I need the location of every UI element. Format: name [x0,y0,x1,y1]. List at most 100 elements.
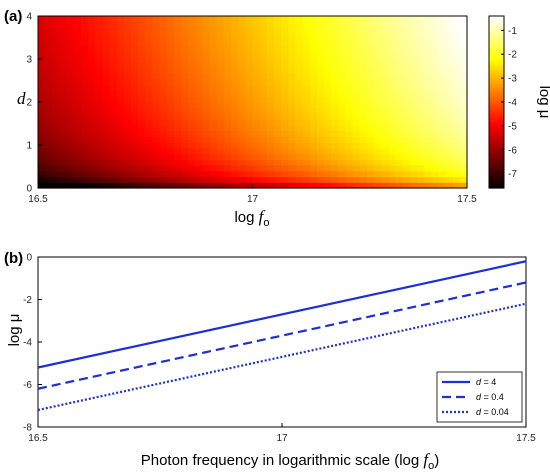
heatmap-cell [374,119,382,126]
heatmap-cell [416,73,425,80]
heatmap-cell [95,84,103,92]
heatmap-cell [45,84,53,92]
heatmap-cell [116,44,125,51]
colorbar-segment [489,177,504,180]
heatmap-cell [366,50,375,57]
heatmap-cell [202,182,211,189]
heatmap-cell [452,142,461,149]
heatmap-cell [145,27,153,34]
heatmap-cell [181,153,189,160]
heatmap-cell [281,90,289,97]
heatmap-cell [338,159,347,166]
heatmap-cell [345,50,354,57]
colorbar-segment [489,145,504,148]
heatmap-cell [116,119,125,126]
heatmap-cell [73,61,82,69]
heatmap-cell [138,176,146,183]
heatmap-cell [181,124,189,132]
heatmap-cell [452,107,461,115]
heatmap-cell [245,27,254,34]
heatmap-cell [252,73,261,80]
heatmap-cell [66,102,75,109]
heatmap-cell [252,90,261,97]
heatmap-cell [252,153,261,160]
heatmap-cell [273,107,282,115]
heatmap-cell [80,96,89,103]
heatmap-cell [209,102,218,109]
heatmap-cell [245,84,254,92]
heatmap-cell [302,142,311,149]
heatmap-cell [59,90,68,97]
heatmap-cell [195,96,204,103]
heatmap-cell [109,16,118,23]
heatmap-cell [381,113,389,120]
heatmap-cell [181,27,189,34]
heatmap-cell [374,38,382,46]
heatmap-cell [159,159,168,166]
colorbar [489,16,504,189]
heatmap-cell [309,73,318,80]
heatmap-cell [223,165,232,172]
colorbar-segment [489,125,504,129]
heatmap-cell [302,170,311,178]
heatmap-cell [452,113,461,120]
heatmap-cell [374,102,382,109]
heatmap-cell [252,96,261,103]
heatmap-cell [231,33,239,40]
heatmap-cell [59,102,68,109]
heatmap-cell [331,90,339,97]
heatmap-cell [159,182,168,189]
heatmap-cell [130,38,139,46]
heatmap-cell [88,84,96,92]
heatmap-cell [273,102,282,109]
heatmap-cell [338,96,347,103]
heatmap-cell [438,170,447,178]
heatmap-cell [424,153,432,160]
heatmap-cell [324,182,332,189]
heatmap-cell [202,90,211,97]
heatmap-cell [359,50,368,57]
heatmap-cell [88,136,96,143]
heatmap-cell [188,159,196,166]
heatmap-cell [80,90,89,97]
heatmap-cell [195,50,204,57]
heatmap-cell [445,16,454,23]
heatmap-cell [102,33,111,40]
heatmap-cell [259,182,268,189]
heatmap-cell [452,102,461,109]
heatmap-cell [424,21,432,29]
heatmap-cell [145,84,153,92]
heatmap-cell [231,102,239,109]
heatmap-cell [88,176,96,183]
heatmap-cell [374,44,382,51]
heatmap-cell [45,130,53,137]
heatmap-cell [181,73,189,80]
heatmap-cell [102,90,111,97]
heatmap-cell [345,113,354,120]
heatmap-cell [95,136,103,143]
heatmap-cell [409,147,418,155]
heatmap-cell [123,16,132,23]
heatmap-cell [381,124,389,132]
heatmap-cell [259,176,268,183]
heatmap-cell [231,44,239,51]
heatmap-cell [59,84,68,92]
heatmap-cell [52,136,61,143]
heatmap-cell [73,170,82,178]
heatmap-cell [409,107,418,115]
heatmap-cell [52,147,61,155]
colorbar-segment [489,123,504,127]
heatmap-cell [281,136,289,143]
heatmap-cell [159,107,168,115]
heatmap-cell [223,73,232,80]
heatmap-cell [145,50,153,57]
heatmap-cell [409,165,418,172]
heatmap-cell [45,61,53,69]
heatmap-cell [202,107,211,115]
colorbar-segment [489,175,504,178]
heatmap-cell [159,90,168,97]
heatmap-cell [316,90,325,97]
heatmap-cell [395,176,404,183]
heatmap-cell [331,113,339,120]
heatmap-cell [295,147,304,155]
